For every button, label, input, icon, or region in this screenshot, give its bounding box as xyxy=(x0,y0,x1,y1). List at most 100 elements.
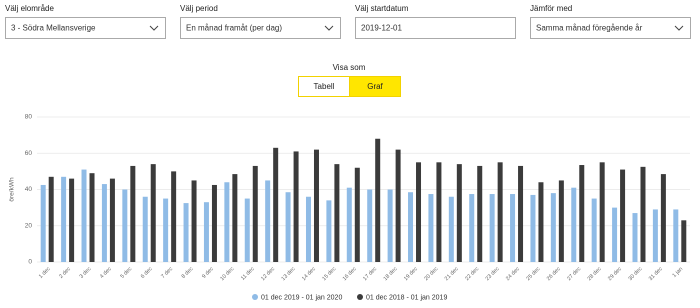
x-tick-label: 8 dec xyxy=(181,266,195,280)
dropdown[interactable] xyxy=(530,17,691,39)
x-tick-label: 20 dec xyxy=(423,266,439,282)
bar xyxy=(530,194,536,262)
bar xyxy=(640,166,646,262)
bar xyxy=(101,184,107,262)
bar xyxy=(477,165,483,262)
x-tick-label: 1 jan xyxy=(672,266,685,279)
chevron xyxy=(674,25,684,31)
bar xyxy=(416,162,422,262)
bar xyxy=(326,200,332,262)
x-tick-label: 5 dec xyxy=(120,266,134,280)
dropdown-value: 3 - Södra Mellansverige xyxy=(11,24,96,33)
x-tick-label: 15 dec xyxy=(321,266,337,282)
x-tick-label: 27 dec xyxy=(566,266,582,282)
x-tick-label: 28 dec xyxy=(587,266,603,282)
bar xyxy=(599,162,605,262)
bar xyxy=(334,164,340,262)
dropdown[interactable] xyxy=(5,17,166,39)
bar xyxy=(497,162,503,262)
y-tick-label: 40 xyxy=(25,186,33,193)
dropdown[interactable] xyxy=(180,17,341,39)
bar xyxy=(510,194,516,262)
bar xyxy=(313,149,319,262)
x-tick-label: 14 dec xyxy=(301,266,317,282)
bar xyxy=(354,167,360,262)
bar xyxy=(211,184,217,262)
y-tick-label: 0 xyxy=(28,259,32,266)
chevron xyxy=(149,25,159,31)
x-tick-label: 2 dec xyxy=(58,266,72,280)
legend-label: 01 dec 2019 - 01 jan 2020 xyxy=(261,294,342,301)
bar xyxy=(387,189,393,262)
bar xyxy=(673,209,679,262)
filter-label: Jämför med xyxy=(530,4,572,13)
bar xyxy=(571,187,577,262)
y-axis-label: öre/kWh xyxy=(9,177,16,202)
bar xyxy=(395,149,401,262)
y-tick-label: 60 xyxy=(25,150,33,157)
bar xyxy=(142,196,148,262)
bar xyxy=(620,169,626,262)
bar xyxy=(579,165,585,262)
bar xyxy=(456,164,462,262)
bar xyxy=(489,194,495,262)
bar xyxy=(591,198,597,262)
filter-label: Välj elområde xyxy=(5,4,54,13)
bar xyxy=(61,176,67,262)
legend-label: 01 dec 2018 - 01 jan 2019 xyxy=(366,294,447,301)
dropdown[interactable] xyxy=(355,17,516,39)
bar xyxy=(109,178,115,262)
x-tick-label: 21 dec xyxy=(444,266,460,282)
x-tick-label: 13 dec xyxy=(281,266,297,282)
bar xyxy=(408,192,414,262)
y-tick-label: 20 xyxy=(25,222,33,229)
legend-swatch xyxy=(252,294,258,300)
bar xyxy=(550,193,556,262)
dropdown-value: Samma månad föregående år xyxy=(536,24,643,33)
x-tick-label: 16 dec xyxy=(342,266,358,282)
bar xyxy=(69,178,75,262)
bar xyxy=(367,189,373,262)
dropdown-value: En månad framåt (per dag) xyxy=(186,24,282,33)
x-tick-label: 3 dec xyxy=(79,266,93,280)
x-tick-label: 26 dec xyxy=(546,266,562,282)
bar xyxy=(130,165,136,262)
x-tick-label: 9 dec xyxy=(201,266,215,280)
toggle-text: Graf xyxy=(367,82,383,91)
x-tick-label: 17 dec xyxy=(362,266,378,282)
chevron xyxy=(324,25,334,31)
bar xyxy=(538,182,544,262)
x-tick-label: 31 dec xyxy=(648,266,664,282)
toggle-graf[interactable] xyxy=(349,76,401,97)
bar xyxy=(375,138,381,262)
bar xyxy=(150,164,156,262)
bar xyxy=(244,198,250,262)
x-tick-label: 11 dec xyxy=(240,266,256,282)
bar xyxy=(265,180,271,262)
x-tick-label: 25 dec xyxy=(525,266,541,282)
bar xyxy=(273,147,279,262)
bar xyxy=(305,196,311,262)
bar xyxy=(612,207,618,262)
toggle-text: Tabell xyxy=(314,82,335,91)
x-tick-label: 7 dec xyxy=(160,266,174,280)
bar xyxy=(632,213,638,262)
x-tick-label: 29 dec xyxy=(607,266,623,282)
bar xyxy=(122,189,128,262)
x-tick-label: 6 dec xyxy=(140,266,154,280)
x-tick-label: 22 dec xyxy=(464,266,480,282)
bar xyxy=(285,192,291,262)
legend-swatch xyxy=(357,294,363,300)
bar xyxy=(436,162,442,262)
x-tick-label: 23 dec xyxy=(485,266,501,282)
bar xyxy=(224,182,230,262)
bar xyxy=(346,187,352,262)
bar xyxy=(681,220,687,262)
x-tick-label: 4 dec xyxy=(99,266,113,280)
bar xyxy=(232,174,238,262)
bar xyxy=(469,194,475,262)
x-tick-label: 19 dec xyxy=(403,266,419,282)
bar xyxy=(191,180,197,262)
x-tick-label: 30 dec xyxy=(628,266,644,282)
